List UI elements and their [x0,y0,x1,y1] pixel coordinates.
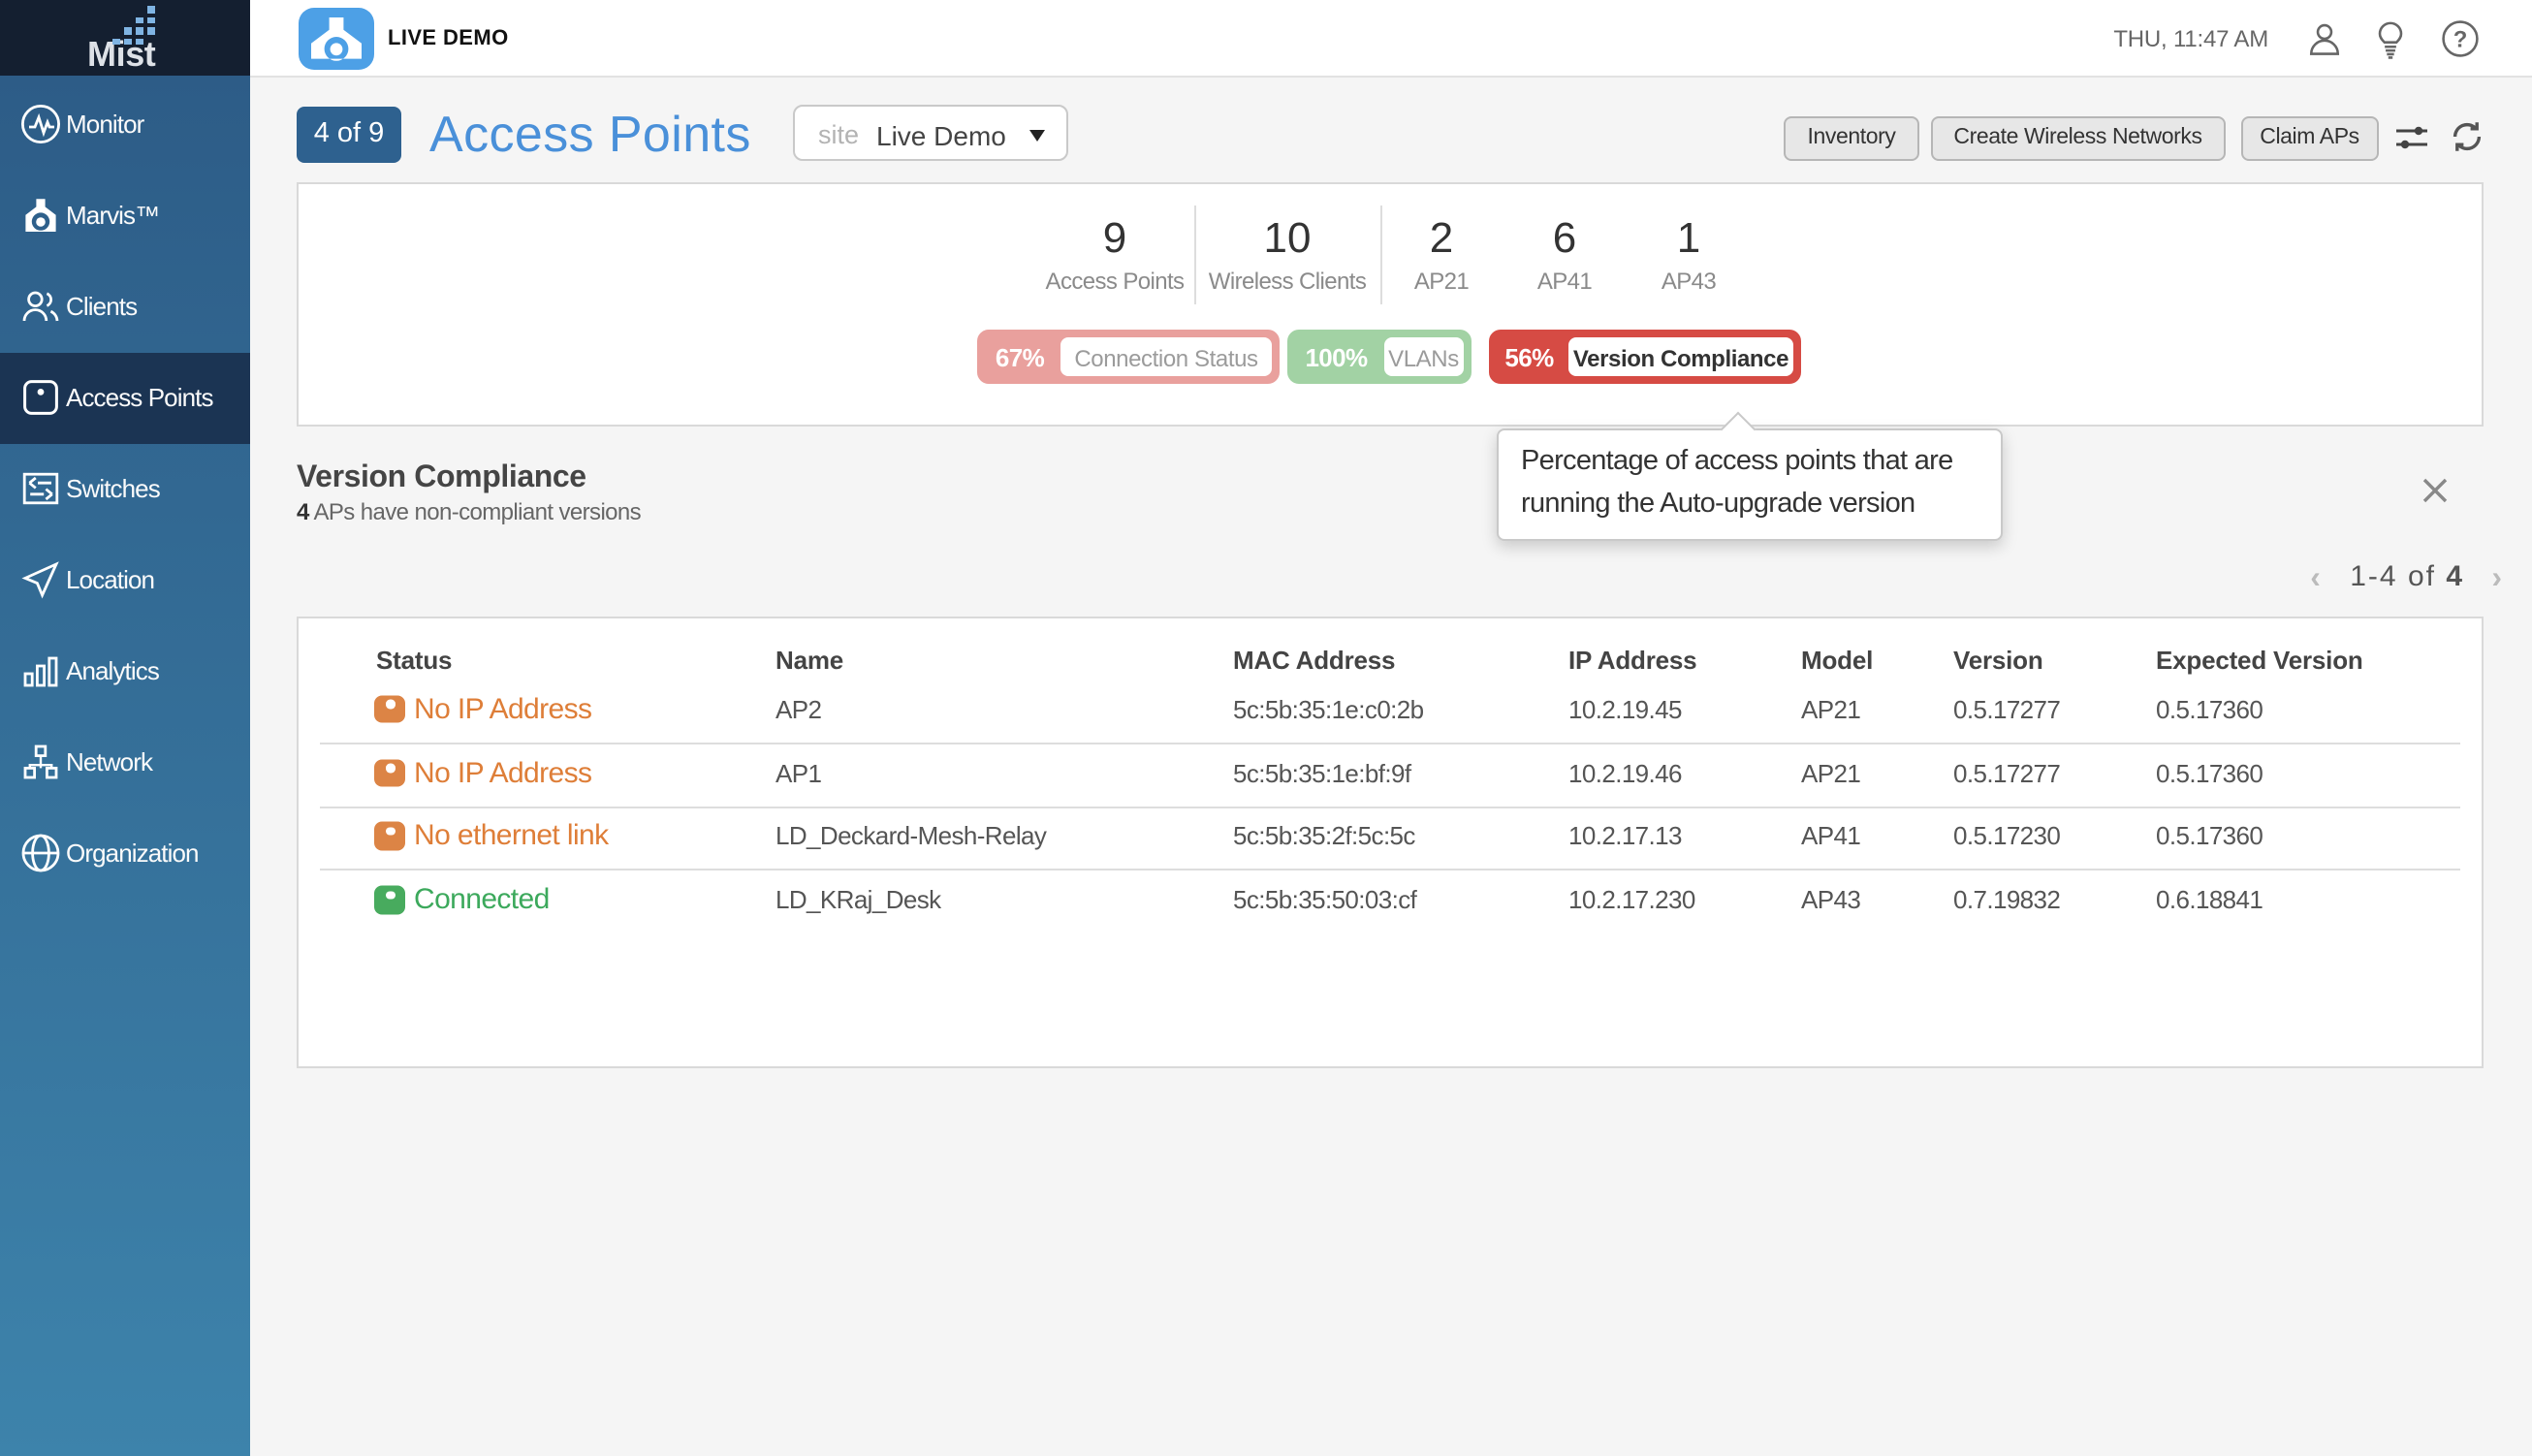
svg-text:?: ? [2453,25,2468,51]
